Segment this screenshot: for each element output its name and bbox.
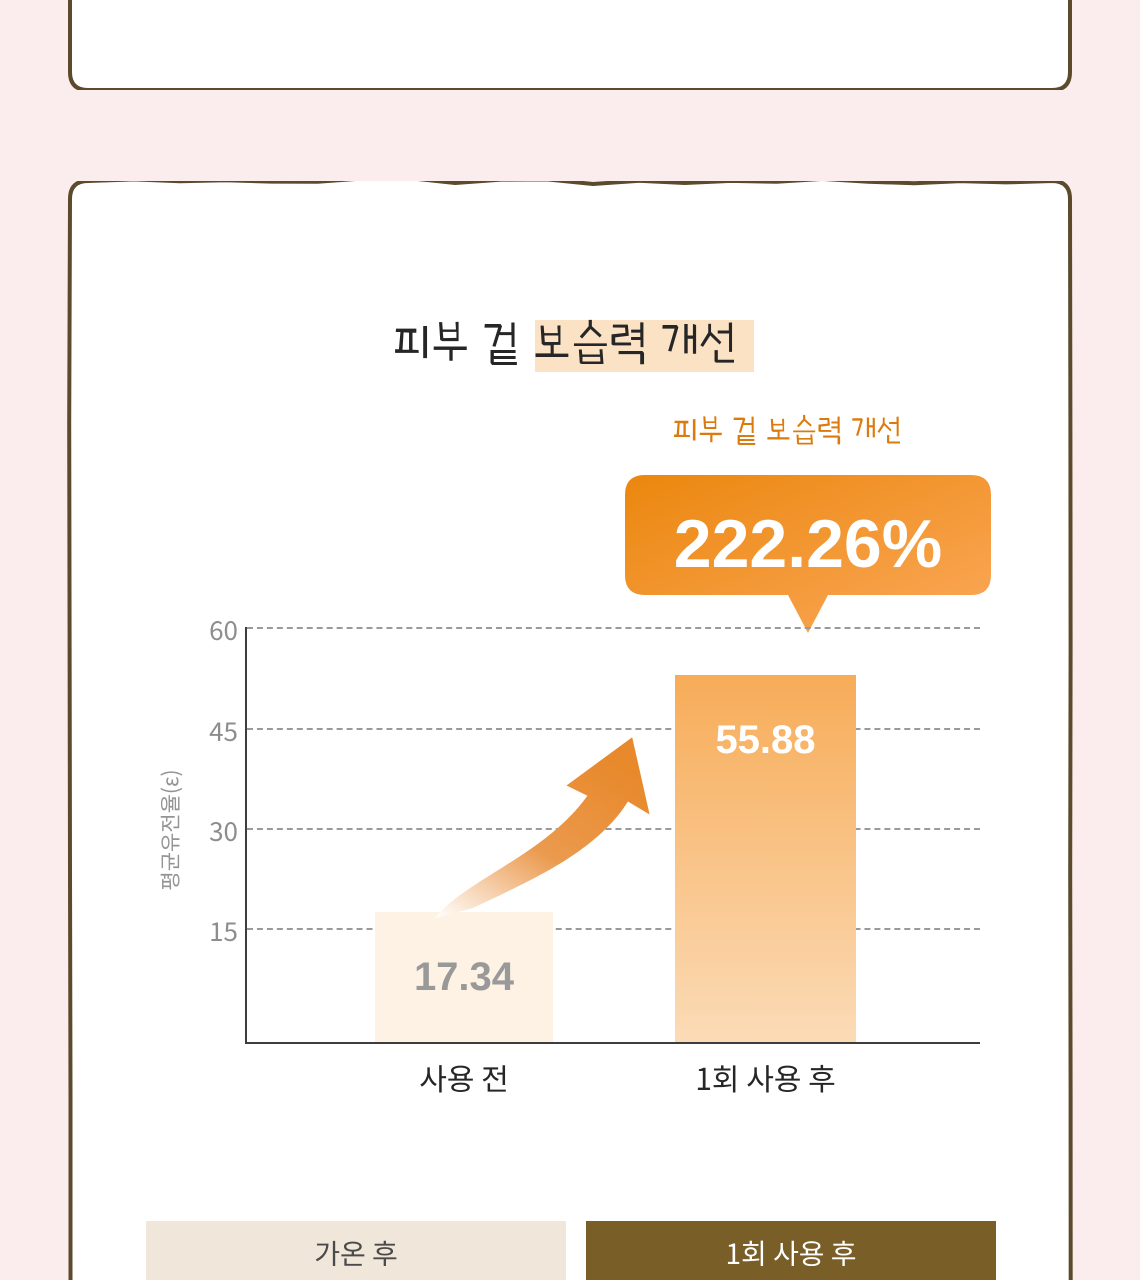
svg-text:222.26%: 222.26% [674,506,942,582]
